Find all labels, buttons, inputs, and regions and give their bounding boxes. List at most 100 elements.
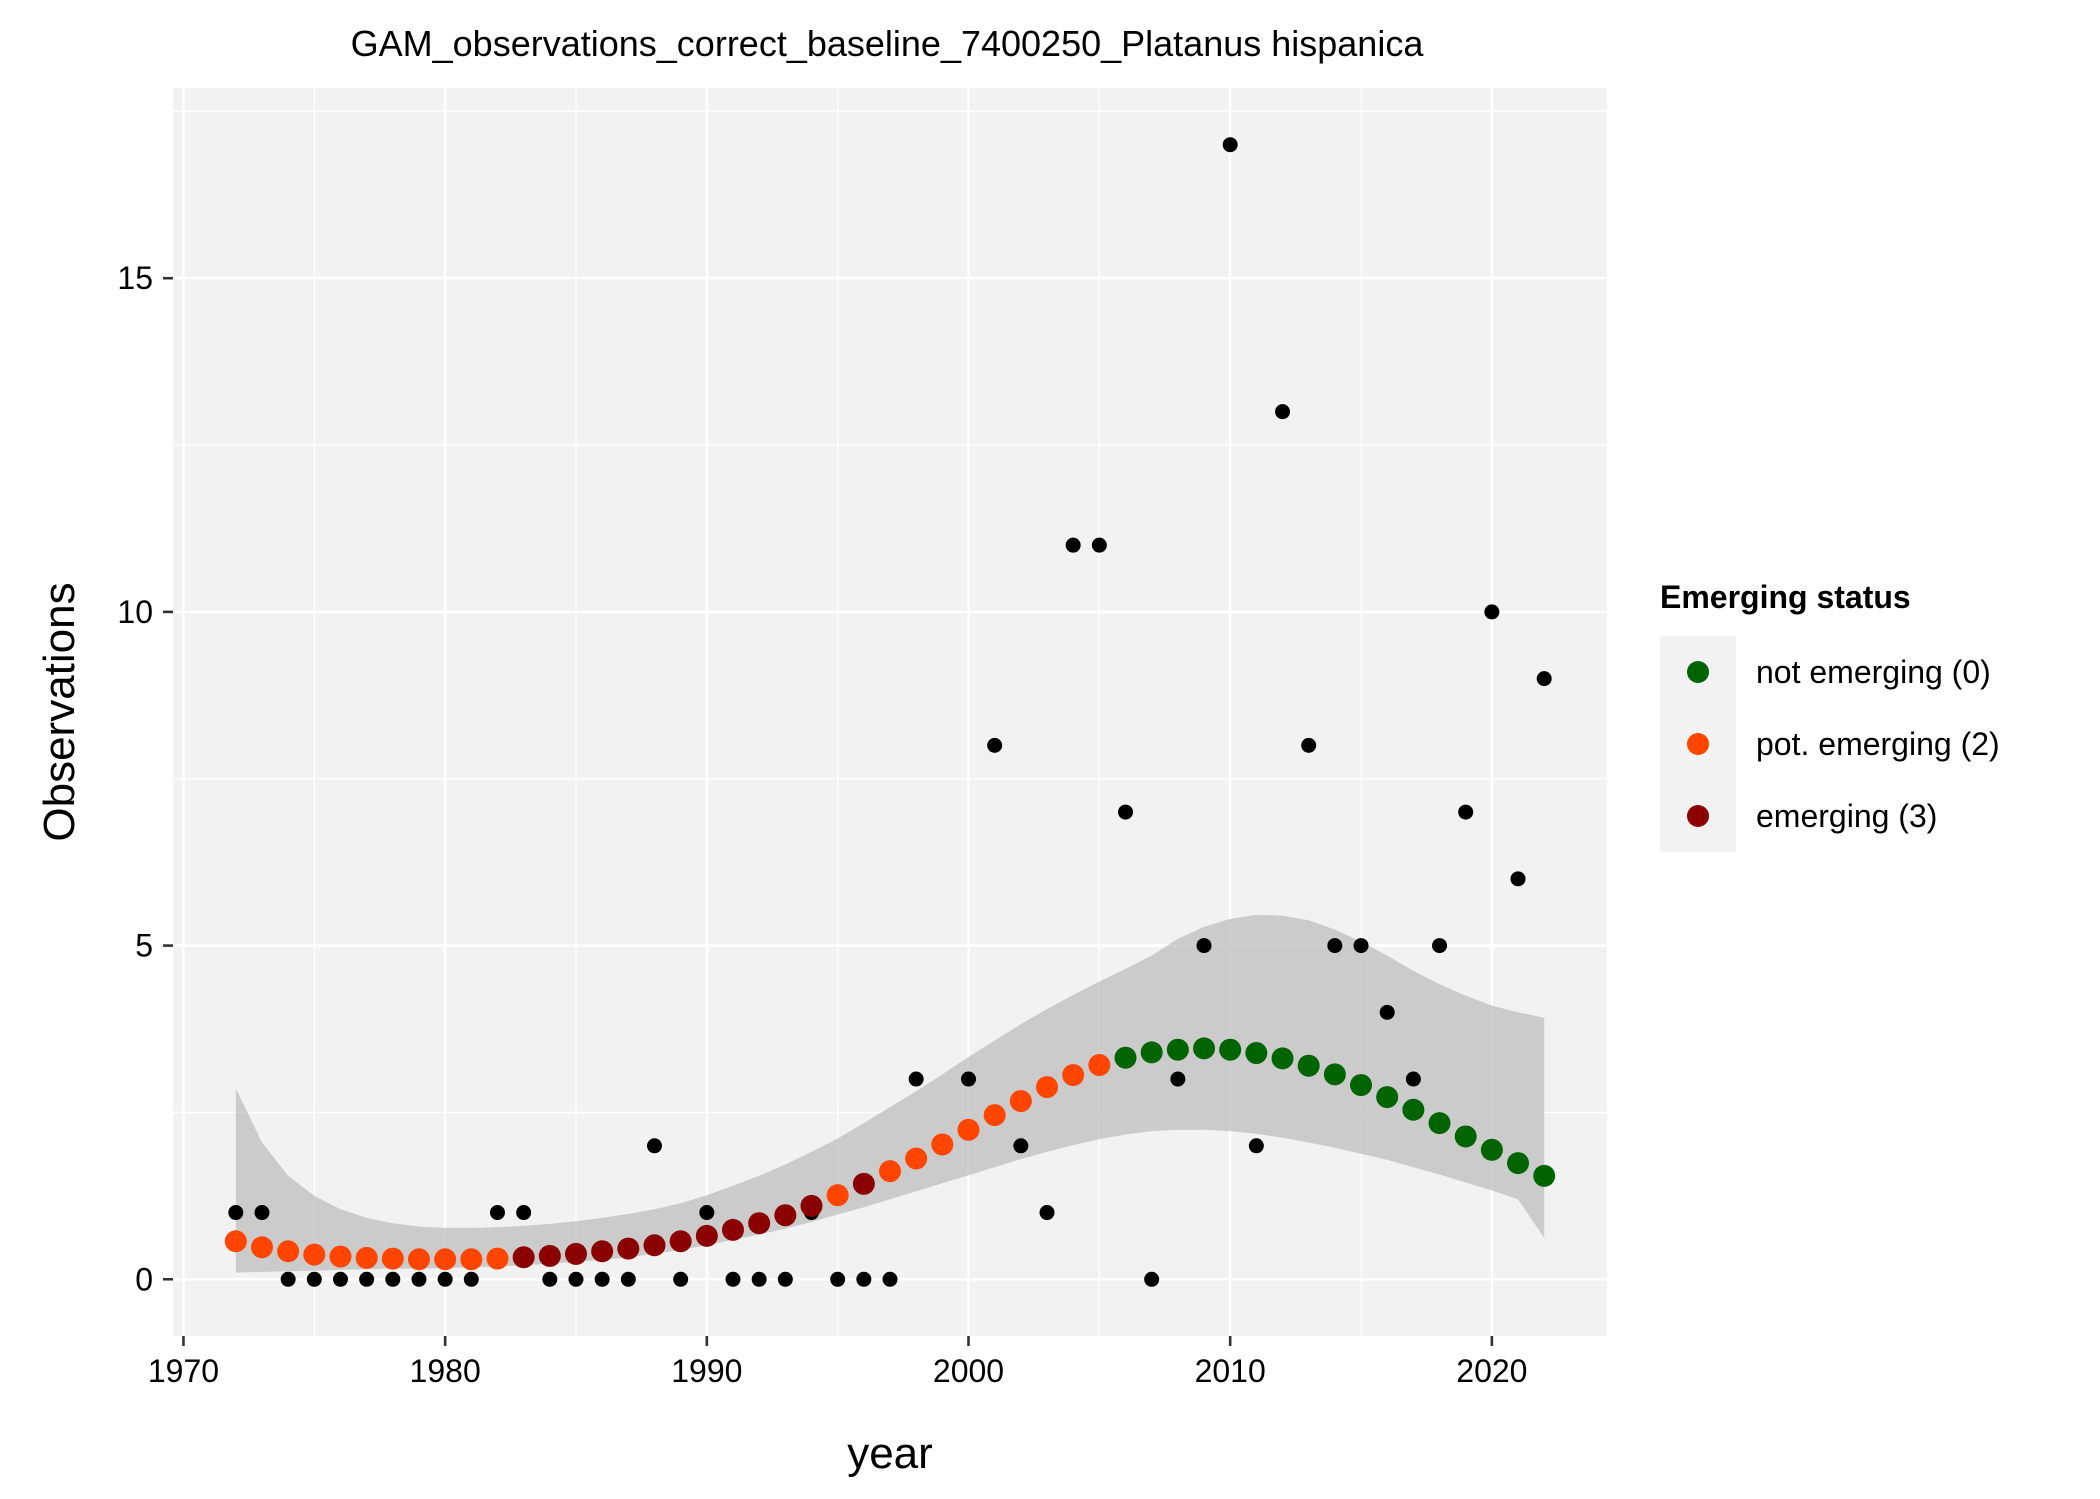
fitted-point: [1088, 1054, 1111, 1077]
observed-point: [1275, 404, 1291, 420]
x-axis-title: year: [847, 1429, 933, 1478]
fitted-point: [1402, 1098, 1425, 1121]
observed-point: [1301, 737, 1317, 753]
fitted-point: [826, 1184, 849, 1207]
observed-point: [699, 1205, 715, 1221]
fitted-point: [1376, 1086, 1399, 1109]
observed-point: [673, 1271, 689, 1287]
observed-point: [1091, 537, 1107, 553]
legend-key: [1687, 805, 1709, 827]
confidence-ribbon: [235, 914, 1545, 1273]
fitted-point: [1323, 1063, 1346, 1086]
observed-point: [385, 1271, 401, 1287]
y-axis-title: Observations: [35, 582, 84, 841]
fitted-point: [957, 1118, 980, 1141]
fitted-point: [905, 1147, 928, 1170]
observed-point: [1432, 938, 1448, 954]
fitted-point: [1193, 1037, 1216, 1060]
fitted-point: [721, 1218, 744, 1241]
fitted-point: [407, 1248, 430, 1271]
observed-point: [306, 1271, 322, 1287]
fitted-point: [1245, 1042, 1268, 1065]
fitted-point: [774, 1204, 797, 1227]
observed-points: [228, 137, 1552, 1287]
observed-point: [594, 1271, 610, 1287]
legend-label: pot. emerging (2): [1756, 726, 2000, 762]
fitted-point: [277, 1240, 300, 1263]
chart-title: GAM_observations_correct_baseline_740025…: [351, 23, 1425, 64]
observed-point: [908, 1071, 924, 1087]
observed-point: [1353, 938, 1369, 954]
fitted-point: [250, 1236, 273, 1259]
fitted-point: [669, 1230, 692, 1253]
observed-point: [568, 1271, 584, 1287]
fitted-point: [931, 1133, 954, 1156]
observed-point: [1536, 671, 1552, 687]
fitted-point: [1009, 1090, 1032, 1113]
fitted-point: [564, 1242, 587, 1265]
observed-point: [463, 1271, 479, 1287]
legend: Emerging status not emerging (0) pot. eme…: [1660, 579, 2000, 852]
x-tick-label: 2000: [933, 1353, 1004, 1389]
x-tick-label: 1990: [671, 1353, 742, 1389]
legend-label: not emerging (0): [1756, 654, 1991, 690]
fitted-point: [1297, 1054, 1320, 1077]
fitted-point: [1428, 1112, 1451, 1135]
legend-key: [1687, 733, 1709, 755]
fitted-point: [1219, 1038, 1242, 1061]
observed-point: [437, 1271, 453, 1287]
observed-point: [228, 1205, 244, 1221]
observed-point: [1144, 1271, 1160, 1287]
fitted-point: [486, 1247, 509, 1270]
observed-point: [1510, 871, 1526, 887]
observed-point: [1248, 1138, 1264, 1154]
observed-point: [987, 737, 1003, 753]
observed-point: [1379, 1004, 1395, 1020]
fitted-point: [224, 1230, 247, 1253]
fitted-point: [1166, 1038, 1189, 1061]
fitted-point: [1454, 1125, 1477, 1148]
observed-point: [751, 1271, 767, 1287]
fitted-point: [1036, 1076, 1059, 1099]
observed-point: [1196, 938, 1212, 954]
fitted-point: [879, 1160, 901, 1183]
x-tick-label: 2010: [1195, 1353, 1266, 1389]
fitted-point: [800, 1194, 823, 1217]
legend-key: [1687, 661, 1709, 683]
fitted-point: [460, 1248, 483, 1271]
fitted-point: [1114, 1046, 1137, 1069]
y-tick-label: 10: [117, 594, 153, 630]
observed-point: [646, 1138, 662, 1154]
x-tick-label: 1970: [148, 1353, 219, 1389]
fitted-points: [224, 1037, 1556, 1271]
fitted-point: [303, 1243, 326, 1266]
observed-point: [830, 1271, 846, 1287]
fitted-point: [355, 1246, 378, 1269]
observed-point: [280, 1271, 296, 1287]
legend-label: emerging (3): [1756, 798, 1937, 834]
legend-items: not emerging (0) pot. emerging (2) emergin…: [1660, 636, 2000, 852]
observed-point: [1118, 804, 1134, 820]
fitted-point: [852, 1172, 875, 1195]
fitted-point: [1271, 1047, 1294, 1070]
legend-title: Emerging status: [1660, 579, 1911, 615]
fitted-point: [434, 1248, 457, 1271]
observed-point: [1222, 137, 1238, 153]
observed-point: [1039, 1205, 1055, 1221]
fitted-point: [983, 1104, 1006, 1127]
observed-point: [1065, 537, 1081, 553]
fitted-point: [643, 1234, 666, 1257]
observed-point: [1327, 938, 1343, 954]
y-tick-label: 5: [135, 928, 153, 964]
fitted-point: [1140, 1041, 1163, 1064]
fitted-point: [1507, 1152, 1530, 1175]
fitted-point: [1480, 1138, 1503, 1161]
observed-point: [1170, 1071, 1186, 1087]
observed-point: [411, 1271, 427, 1287]
observed-point: [1013, 1138, 1029, 1154]
observed-point: [882, 1271, 898, 1287]
fitted-point: [1350, 1074, 1373, 1097]
x-axis: 1970 1980 1990 2000 2010 2020: [148, 1336, 1527, 1389]
observed-point: [1405, 1071, 1421, 1087]
fitted-point: [617, 1237, 640, 1260]
